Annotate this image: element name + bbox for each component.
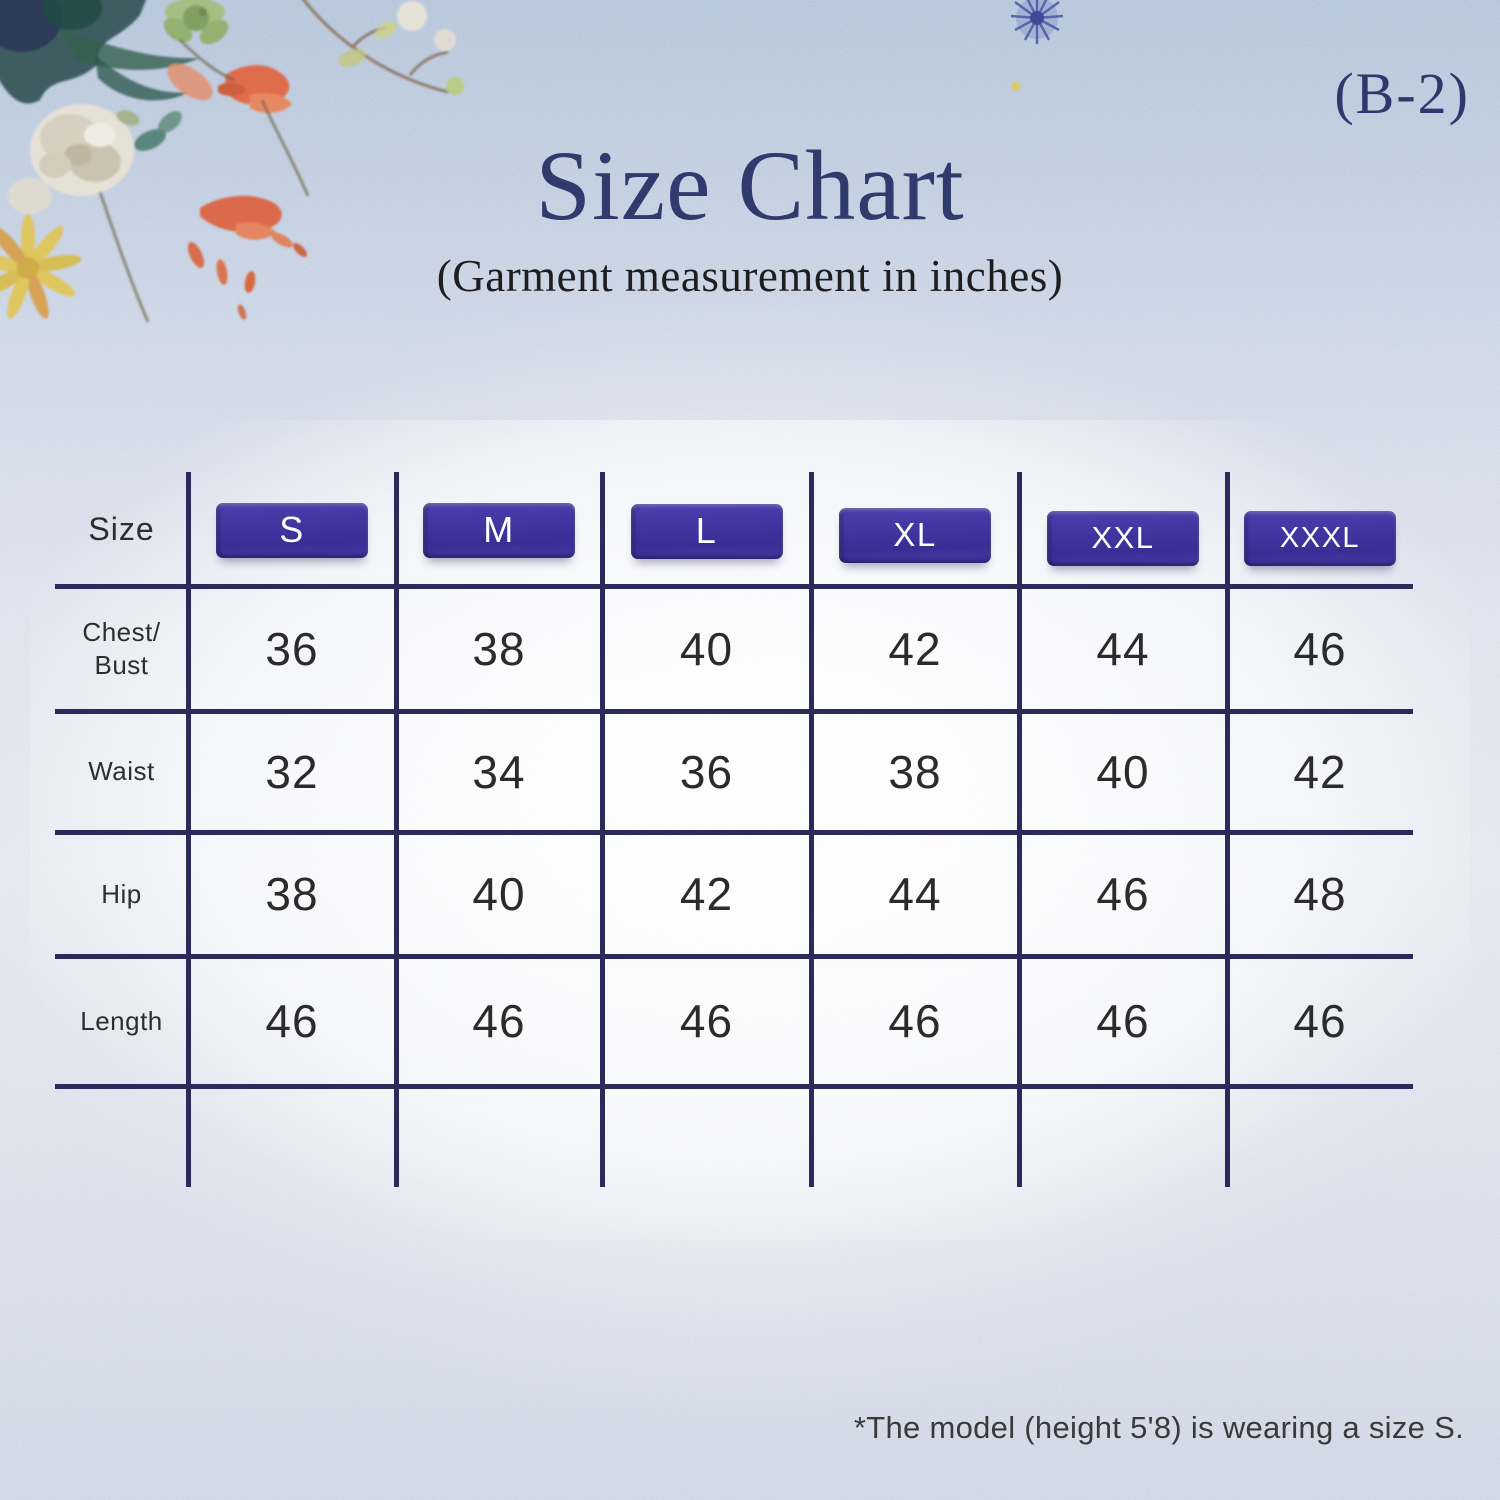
measurement-value: 46 — [265, 995, 319, 1047]
row-label-cell-length: Length — [55, 956, 188, 1086]
header-cell-xxl: XXL — [1019, 472, 1227, 586]
size-badge-m: M — [423, 502, 575, 558]
table-grid-line — [55, 584, 1413, 589]
header-cell-xxxl: XXXL — [1227, 472, 1413, 586]
measurement-value: 40 — [679, 622, 734, 675]
size-badge-l: L — [630, 503, 783, 559]
table-grid-line — [600, 472, 605, 1187]
measurement-value: 46 — [1096, 995, 1150, 1047]
measurement-value: 32 — [265, 745, 319, 798]
variant-code-label: (B-2) — [1334, 61, 1470, 126]
row-label-length: Length — [80, 1005, 163, 1036]
measurement-value: 42 — [1293, 745, 1347, 798]
measurement-value: 42 — [888, 622, 942, 675]
measurement-value: 38 — [265, 868, 319, 920]
size-table: Size S M L XL XXL XXXL Chest/ Bust 36 38… — [55, 472, 1413, 1187]
size-badge-xl: XL — [839, 507, 991, 563]
page-subtitle: (Garment measurement in inches) — [436, 251, 1064, 301]
measurement-value: 40 — [1096, 745, 1150, 798]
header-cell-m: M — [396, 472, 602, 586]
page-title: Size Chart — [535, 130, 965, 241]
table-grid-line — [1225, 472, 1230, 1187]
size-column-header: Size — [88, 510, 155, 547]
measurement-value: 44 — [1096, 622, 1150, 675]
size-badge-xxl: XXL — [1047, 510, 1199, 566]
measurement-value: 48 — [1293, 868, 1347, 920]
row-label-hip: Hip — [101, 878, 142, 909]
measurement-value: 34 — [472, 745, 526, 798]
size-column-header-cell: Size — [55, 472, 188, 586]
model-size-note: *The model (height 5'8) is wearing a siz… — [853, 1410, 1464, 1445]
measurement-value: 42 — [679, 868, 734, 920]
row-label-cell-waist: Waist — [55, 711, 188, 832]
measurement-value: 46 — [1293, 995, 1347, 1047]
measurement-value: 40 — [472, 868, 526, 920]
measurement-value: 46 — [888, 995, 942, 1047]
measurement-value: 36 — [679, 745, 734, 798]
measurement-value: 46 — [1293, 622, 1347, 675]
row-label-chest-bust: Chest/ Bust — [82, 617, 161, 680]
header-cell-l: L — [602, 472, 811, 586]
header-cell-xl: XL — [811, 472, 1019, 586]
thistle-flower-icon — [1010, 0, 1064, 91]
size-badge-xxxl: XXXL — [1244, 510, 1396, 566]
row-label-waist: Waist — [88, 756, 155, 787]
row-label-cell-chest: Chest/ Bust — [55, 586, 188, 711]
size-badge-s: S — [216, 502, 368, 558]
measurement-value: 44 — [888, 868, 942, 920]
measurement-value: 46 — [679, 995, 734, 1047]
table-grid-line — [186, 472, 191, 1187]
measurement-value: 46 — [1096, 868, 1150, 920]
table-grid-line — [55, 1084, 1413, 1089]
row-label-cell-hip: Hip — [55, 832, 188, 956]
measurement-value: 36 — [265, 622, 319, 675]
header-cell-s: S — [188, 472, 396, 586]
table-grid-line — [809, 472, 814, 1187]
table-grid-line — [55, 709, 1413, 714]
table-grid-line — [55, 830, 1413, 835]
table-grid-line — [394, 472, 399, 1187]
table-grid-line — [55, 954, 1413, 959]
measurement-value: 38 — [888, 745, 942, 798]
measurement-value: 38 — [472, 622, 526, 675]
measurement-value: 46 — [472, 995, 526, 1047]
table-grid-line — [1017, 472, 1022, 1187]
